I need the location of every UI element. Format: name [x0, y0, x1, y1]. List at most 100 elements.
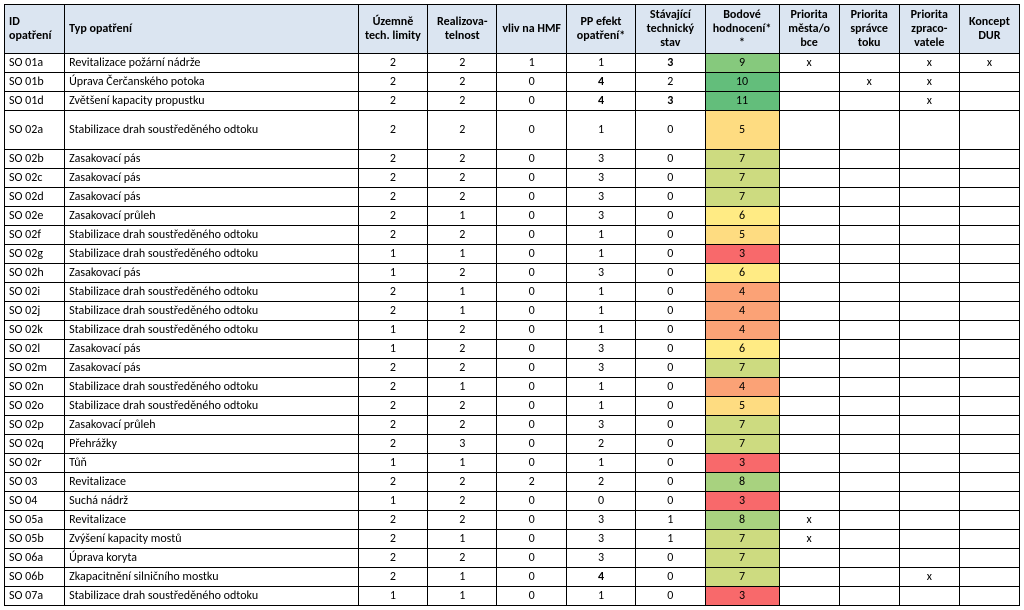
cell-typ: Stabilizace drah soustředěného odtoku: [65, 378, 359, 397]
table-row: SO 02fStabilizace drah soustředěného odt…: [5, 226, 1020, 245]
cell-p1: [779, 264, 839, 283]
table-row: SO 02lZasakovací pás120306: [5, 340, 1020, 359]
cell-typ: Zasakovací průleh: [65, 416, 359, 435]
cell-c1: 1: [358, 454, 427, 473]
cell-c1: 2: [358, 511, 427, 530]
cell-p3: [899, 492, 959, 511]
cell-p2: [839, 283, 899, 302]
cell-c4: 4: [566, 568, 635, 587]
cell-c4: 3: [566, 530, 635, 549]
table-row: SO 02nStabilizace drah soustředěného odt…: [5, 378, 1020, 397]
cell-p1: [779, 435, 839, 454]
cell-c4: 3: [566, 340, 635, 359]
cell-c3: 0: [497, 397, 566, 416]
cell-p1: [779, 473, 839, 492]
cell-c4: 2: [566, 473, 635, 492]
cell-c2: 2: [428, 492, 497, 511]
cell-c1: 1: [358, 264, 427, 283]
cell-p3: [899, 245, 959, 264]
cell-c1: 1: [358, 492, 427, 511]
cell-score: 6: [705, 207, 779, 226]
cell-c2: 2: [428, 397, 497, 416]
cell-score: 3: [705, 454, 779, 473]
cell-p2: [839, 416, 899, 435]
cell-p1: [779, 549, 839, 568]
cell-score: 8: [705, 511, 779, 530]
cell-typ: Suchá nádrž: [65, 492, 359, 511]
cell-score: 5: [705, 397, 779, 416]
cell-c1: 1: [358, 245, 427, 264]
col-header-score: Bodové hodnocení* *: [705, 5, 779, 54]
cell-p2: [839, 454, 899, 473]
cell-c5: 0: [636, 397, 705, 416]
cell-typ: Revitalizace: [65, 473, 359, 492]
cell-p2: [839, 150, 899, 169]
cell-c2: 1: [428, 283, 497, 302]
cell-c4: 1: [566, 321, 635, 340]
cell-c4: 1: [566, 397, 635, 416]
table-row: SO 07aStabilizace drah soustředěného odt…: [5, 587, 1020, 606]
cell-c5: 1: [636, 511, 705, 530]
cell-p3: [899, 454, 959, 473]
cell-c1: 2: [358, 435, 427, 454]
col-header-id: ID opatření: [5, 5, 65, 54]
cell-c4: 3: [566, 511, 635, 530]
cell-c2: 2: [428, 340, 497, 359]
cell-score: 4: [705, 321, 779, 340]
col-header-c5: Stávající technický stav: [636, 5, 705, 54]
cell-c3: 0: [497, 150, 566, 169]
cell-p1: [779, 492, 839, 511]
cell-c2: 2: [428, 473, 497, 492]
cell-c5: 0: [636, 283, 705, 302]
cell-p4: [959, 150, 1019, 169]
cell-c3: 0: [497, 587, 566, 606]
cell-c3: 0: [497, 302, 566, 321]
cell-id: SO 02k: [5, 321, 65, 340]
cell-typ: Stabilizace drah soustředěného odtoku: [65, 397, 359, 416]
cell-p4: [959, 397, 1019, 416]
cell-c2: 2: [428, 169, 497, 188]
col-header-p4: Koncept DUR: [959, 5, 1019, 54]
cell-p4: [959, 111, 1019, 150]
cell-id: SO 01a: [5, 54, 65, 73]
cell-typ: Revitalizace: [65, 511, 359, 530]
cell-c1: 1: [358, 321, 427, 340]
cell-p3: [899, 378, 959, 397]
cell-p4: [959, 511, 1019, 530]
cell-score: 7: [705, 549, 779, 568]
cell-c1: 2: [358, 359, 427, 378]
cell-c5: 0: [636, 169, 705, 188]
cell-c3: 0: [497, 492, 566, 511]
cell-p3: [899, 511, 959, 530]
cell-p1: x: [779, 511, 839, 530]
cell-c3: 0: [497, 549, 566, 568]
table-row: SO 02kStabilizace drah soustředěného odt…: [5, 321, 1020, 340]
cell-c2: 2: [428, 321, 497, 340]
cell-p3: [899, 435, 959, 454]
cell-c2: 1: [428, 245, 497, 264]
cell-id: SO 02b: [5, 150, 65, 169]
cell-c3: 0: [497, 92, 566, 111]
cell-p2: [839, 473, 899, 492]
cell-c3: 0: [497, 435, 566, 454]
cell-c4: 1: [566, 283, 635, 302]
cell-p1: [779, 245, 839, 264]
cell-p1: [779, 454, 839, 473]
cell-c3: 0: [497, 416, 566, 435]
table-row: SO 05aRevitalizace220318x: [5, 511, 1020, 530]
cell-id: SO 03: [5, 473, 65, 492]
cell-p1: [779, 397, 839, 416]
cell-p1: x: [779, 54, 839, 73]
cell-c2: 2: [428, 73, 497, 92]
cell-c1: 2: [358, 378, 427, 397]
table-row: SO 02bZasakovací pás220307: [5, 150, 1020, 169]
cell-p3: [899, 587, 959, 606]
cell-c5: 2: [636, 73, 705, 92]
cell-c1: 2: [358, 473, 427, 492]
cell-typ: Stabilizace drah soustředěného odtoku: [65, 283, 359, 302]
table-row: SO 02pZasakovací průleh220307: [5, 416, 1020, 435]
cell-p2: [839, 378, 899, 397]
cell-p1: x: [779, 530, 839, 549]
cell-p1: [779, 92, 839, 111]
cell-c2: 1: [428, 568, 497, 587]
